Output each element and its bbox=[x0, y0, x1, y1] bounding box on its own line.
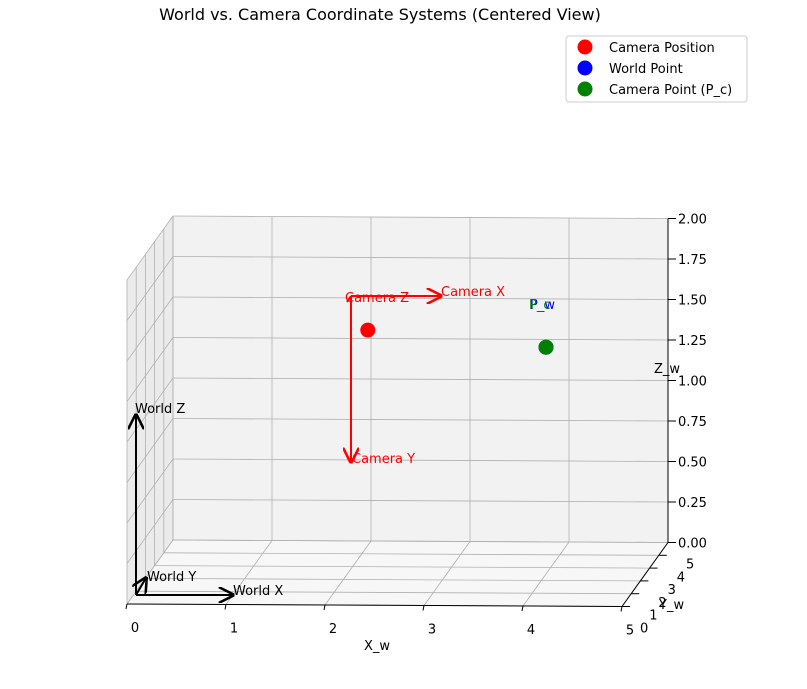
point-1 bbox=[360, 322, 376, 338]
grid-line bbox=[172, 458, 669, 462]
y-tick-label: 0 bbox=[640, 622, 648, 637]
grid-line bbox=[163, 552, 659, 556]
legend-marker bbox=[577, 60, 593, 76]
y-tick-label: 3 bbox=[668, 583, 676, 598]
world-x-label: World X bbox=[233, 584, 283, 599]
grid-line bbox=[172, 418, 669, 422]
x-tick-label: 5 bbox=[626, 624, 634, 639]
y-tick-label: 4 bbox=[677, 570, 685, 585]
camera-y-label: Camera Y bbox=[352, 452, 415, 467]
world-y-arrow bbox=[136, 578, 146, 596]
axes-panes bbox=[127, 216, 668, 607]
grid-line bbox=[324, 540, 372, 606]
grid-line bbox=[172, 256, 669, 260]
z-tick-label: 0.75 bbox=[678, 415, 707, 430]
camera-z-arrow bbox=[346, 295, 352, 303]
data-points bbox=[360, 322, 554, 355]
grid-line bbox=[126, 215, 174, 281]
y-tick-label: 5 bbox=[686, 558, 694, 573]
grid-line bbox=[126, 296, 174, 362]
grid-line bbox=[126, 337, 174, 402]
legend-marker bbox=[577, 39, 593, 55]
grid-line bbox=[126, 256, 174, 321]
x-axis-label: X_w bbox=[364, 639, 390, 654]
z-tick-label: 1.00 bbox=[678, 375, 707, 390]
grid-line bbox=[126, 458, 174, 524]
world-y-label: World Y bbox=[147, 570, 196, 585]
x-tick-label: 2 bbox=[329, 622, 337, 637]
axis-line bbox=[621, 542, 669, 607]
x-tick-label: 4 bbox=[527, 623, 535, 638]
tick-labels: 0 1 2 3 4 5 0123450.000.250.500.751.001.251.50… bbox=[125, 213, 707, 639]
x-tick-label: 0 bbox=[131, 621, 139, 636]
world-z-label: World Z bbox=[135, 402, 185, 417]
z-tick-label: 1.50 bbox=[678, 294, 707, 309]
legend-label: Camera Position bbox=[609, 41, 715, 56]
x-tick-mark bbox=[323, 604, 326, 611]
x-tick-mark bbox=[422, 605, 425, 611]
point-3 bbox=[538, 339, 554, 355]
chart-title: World vs. Camera Coordinate Systems (Cen… bbox=[159, 5, 601, 24]
x-tick-mark bbox=[125, 603, 128, 610]
legend-label: World Point bbox=[609, 62, 683, 77]
z-tick-label: 0.00 bbox=[678, 537, 707, 552]
camera-axes: Camera X Camera Y Camera Z bbox=[345, 285, 505, 467]
grid-line bbox=[145, 578, 641, 582]
grid-line bbox=[172, 377, 669, 381]
legend-label: Camera Point (P_c) bbox=[609, 83, 732, 98]
world-axes: World X World Y World Z bbox=[135, 402, 283, 599]
z-tick-label: 2.00 bbox=[678, 213, 707, 228]
floor-pane bbox=[127, 540, 668, 607]
camera-z-label: Camera Z bbox=[345, 291, 409, 306]
z-tick-label: 1.75 bbox=[678, 253, 707, 268]
grid-line bbox=[172, 215, 669, 219]
grid-line bbox=[172, 337, 669, 341]
x-tick-label: 3 bbox=[428, 623, 436, 638]
y-tick-label: 2 bbox=[658, 596, 666, 611]
grid-line bbox=[522, 541, 570, 607]
y-axis-label: Y_w bbox=[658, 598, 684, 613]
grid-line bbox=[172, 499, 669, 503]
grid-line bbox=[126, 377, 174, 443]
grid-line bbox=[423, 541, 471, 606]
axis-line bbox=[126, 603, 623, 607]
point-label-world: P_w bbox=[530, 298, 555, 313]
y-tick-label: 1 bbox=[649, 609, 657, 624]
grid-line bbox=[126, 499, 174, 564]
grid-line bbox=[172, 296, 669, 300]
legend-box bbox=[565, 35, 748, 103]
x-tick-mark bbox=[521, 605, 524, 612]
legend-marker bbox=[577, 81, 593, 97]
z-tick-label: 0.25 bbox=[678, 496, 707, 511]
point-label-camera: P_c bbox=[529, 298, 551, 313]
grid-line bbox=[126, 418, 174, 483]
grid-line bbox=[172, 539, 669, 543]
z-axis-label: Z_w bbox=[654, 362, 680, 377]
x-tick-mark bbox=[224, 604, 227, 610]
x-tick-mark bbox=[620, 606, 623, 612]
z-tick-label: 0.50 bbox=[678, 456, 707, 471]
legend: Camera Position World Point Camera Point (… bbox=[565, 35, 748, 103]
camera-x-label: Camera X bbox=[441, 285, 505, 300]
z-tick-label: 1.25 bbox=[678, 334, 707, 349]
grid-line bbox=[154, 565, 650, 569]
x-tick-label: 1 bbox=[230, 622, 238, 637]
